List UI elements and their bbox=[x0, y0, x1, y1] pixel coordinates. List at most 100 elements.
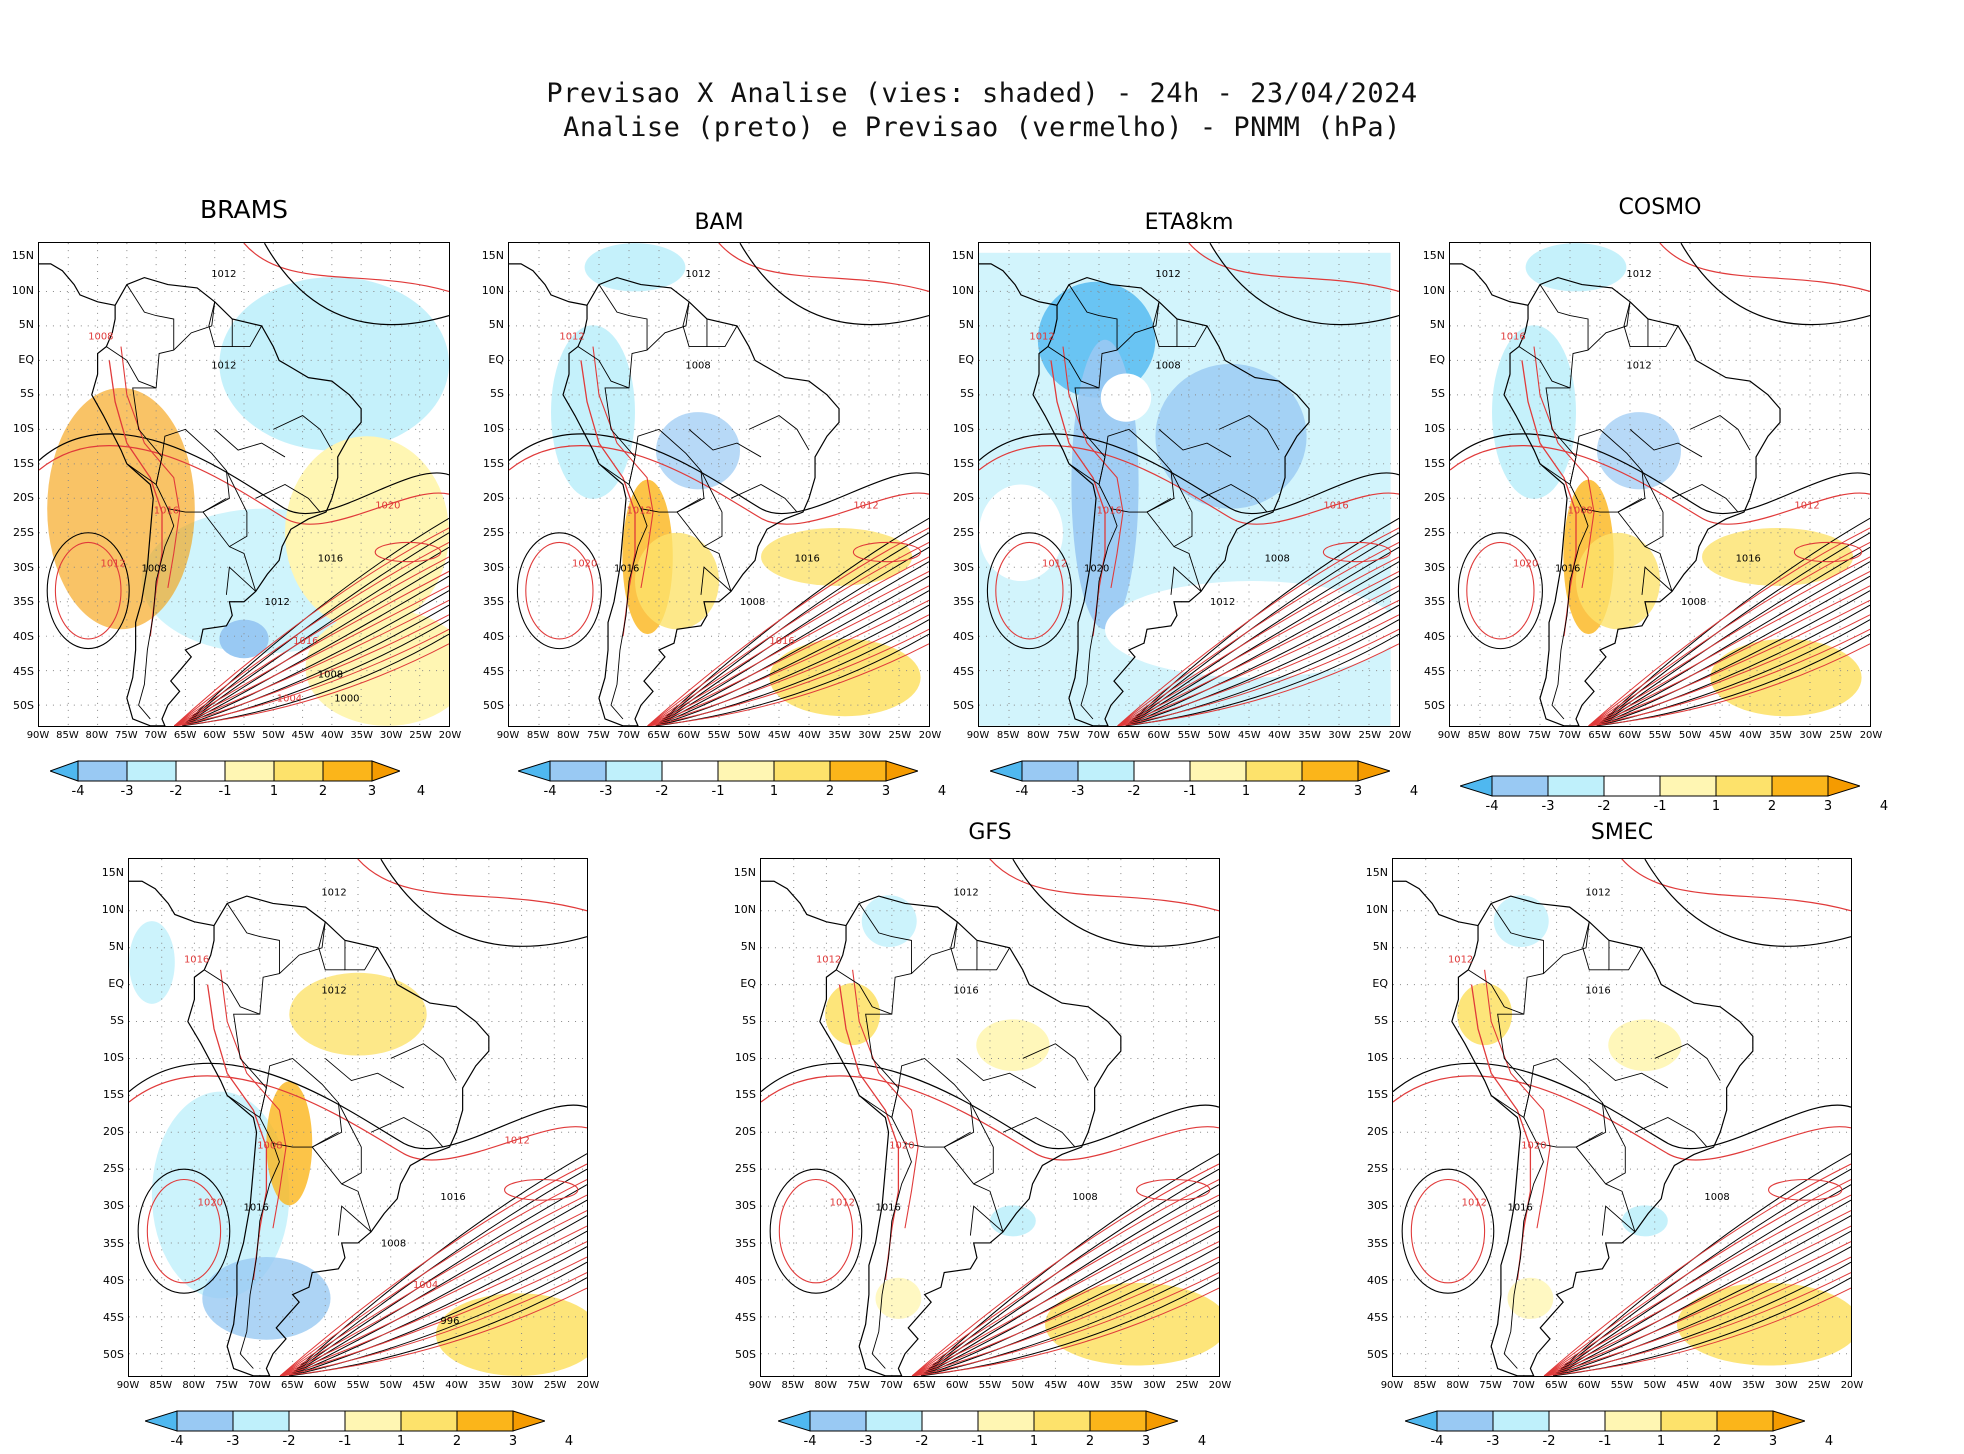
contour-label: 1016 bbox=[293, 636, 318, 647]
forecast-isobar bbox=[647, 570, 929, 726]
high-pressure-isobar bbox=[1793, 541, 1863, 563]
colorbar-segment bbox=[661, 760, 719, 782]
lat-tick-label: 10N bbox=[481, 283, 504, 297]
contour-label: 1012 bbox=[953, 887, 978, 898]
contour-label: 1020 bbox=[572, 559, 597, 570]
bias-shade bbox=[656, 412, 740, 490]
forecast-isobar bbox=[1588, 527, 1870, 726]
country-border bbox=[1641, 566, 1673, 595]
forecast-isobar bbox=[279, 1241, 587, 1376]
analysis-isobar bbox=[655, 517, 929, 726]
country-border bbox=[1173, 546, 1202, 592]
country-border bbox=[610, 508, 648, 720]
colorbar-segment bbox=[48, 760, 79, 782]
forecast-isobar bbox=[174, 556, 449, 726]
lon-tick-label: 25W bbox=[888, 730, 912, 741]
contour-label: 1020 bbox=[1513, 559, 1538, 570]
analysis-isobar bbox=[1553, 1199, 1851, 1376]
country-border bbox=[229, 546, 257, 592]
lon-tick-label: 90W bbox=[496, 730, 520, 741]
andes-contour bbox=[108, 360, 163, 637]
country-border bbox=[390, 1043, 457, 1081]
forecast-isobar bbox=[911, 1241, 1219, 1376]
lat-tick-label: 40S bbox=[1424, 629, 1445, 643]
bias-shade bbox=[1597, 412, 1681, 490]
forecast-isobar bbox=[509, 445, 929, 525]
coastline bbox=[979, 263, 1058, 306]
lon-tick-label: 85W bbox=[1467, 730, 1491, 741]
country-border bbox=[1170, 566, 1202, 595]
forecast-isobar bbox=[1588, 599, 1870, 726]
andes-contour bbox=[1062, 346, 1124, 589]
analysis-isobar bbox=[1393, 1062, 1851, 1150]
forecast-isobar bbox=[1543, 1210, 1851, 1376]
lon-tick-label: 80W bbox=[814, 1380, 838, 1391]
colorbar-label: 1 bbox=[1029, 1434, 1039, 1449]
colorbar-label: -1 bbox=[711, 784, 725, 799]
forecast-isobar bbox=[1117, 628, 1399, 726]
coastline bbox=[1503, 276, 1781, 726]
lon-tick-label: 20W bbox=[918, 730, 942, 741]
lon-tick-label: 80W bbox=[1446, 1380, 1470, 1391]
analysis-isobar bbox=[921, 1230, 1219, 1376]
high-pressure-isobar bbox=[1457, 532, 1543, 650]
lat-tick-label: EQ bbox=[108, 977, 124, 991]
colorbar-segment bbox=[344, 1410, 402, 1432]
bias-shade bbox=[1100, 373, 1152, 422]
lat-tick-label: 35S bbox=[483, 595, 504, 609]
country-border bbox=[1551, 508, 1589, 720]
country-border bbox=[1689, 415, 1751, 451]
lon-tick-label: 70W bbox=[617, 730, 640, 741]
lon-tick-label: 30W bbox=[858, 730, 882, 741]
lon-tick-label: 70W bbox=[1558, 730, 1581, 741]
lon-tick-label: 35W bbox=[350, 730, 374, 741]
lon-tick-label: 85W bbox=[996, 730, 1020, 741]
forecast-isobar bbox=[911, 1225, 1219, 1376]
forecast-isobar bbox=[1188, 243, 1399, 292]
colorbar-label: -1 bbox=[218, 784, 232, 799]
colorbar-segment bbox=[988, 760, 1023, 782]
lon-tick-label: 25W bbox=[409, 730, 432, 741]
country-border bbox=[703, 546, 732, 592]
lat-tick-label: 50S bbox=[103, 1347, 124, 1361]
forecast-isobar bbox=[1117, 585, 1399, 726]
lat-tick-label: 5S bbox=[20, 387, 34, 401]
lat-tick-label: 20S bbox=[483, 491, 504, 505]
analysis-isobar bbox=[761, 1062, 1219, 1150]
analysis-isobar bbox=[655, 575, 929, 726]
lat-tick-label: 10N bbox=[733, 902, 756, 916]
lon-tick-label: 70W bbox=[248, 1380, 271, 1391]
lon-tick-label: 60W bbox=[1577, 1380, 1601, 1391]
colorbar-segment bbox=[1245, 760, 1303, 782]
analysis-isobar bbox=[1596, 575, 1870, 726]
colorbar-label: -3 bbox=[599, 784, 613, 799]
colorbar-label: -1 bbox=[971, 1434, 985, 1449]
coastline bbox=[91, 276, 362, 726]
map-svg: 1012 1012 1008 1016 1020 1012 1008 1016 1012 bbox=[979, 243, 1399, 726]
lon-tick-label: 80W bbox=[1026, 730, 1050, 741]
analysis-isobar bbox=[289, 1230, 587, 1376]
lon-tick-label: 55W bbox=[346, 1380, 370, 1391]
map-panel-cosmo: 1012 1016 1012 1008 1016 1020 1016 1012 1008 bbox=[1449, 242, 1871, 727]
forecast-isobar bbox=[173, 527, 449, 726]
country-border bbox=[324, 1058, 405, 1089]
lat-tick-label: 30S bbox=[13, 560, 34, 574]
country-border bbox=[1518, 346, 1571, 389]
lat-tick-label: 10N bbox=[1365, 902, 1388, 916]
colorbar-segment bbox=[1827, 775, 1862, 797]
country-border bbox=[1146, 470, 1193, 548]
lon-tick-label: 65W bbox=[1544, 1380, 1568, 1391]
colorbar-label: -4 bbox=[71, 784, 85, 799]
colorbar-segment bbox=[322, 760, 373, 782]
contour-label: 1008 bbox=[1681, 597, 1706, 608]
colorbar-segment bbox=[232, 1410, 290, 1432]
map-svg: 1012 1012 1016 1020 1016 1012 1008 bbox=[761, 859, 1219, 1376]
analysis-isobar bbox=[1553, 1230, 1851, 1376]
forecast-isobar bbox=[761, 1075, 1219, 1161]
lat-tick-label: 15N bbox=[1365, 865, 1388, 879]
contour-label: 1012 bbox=[211, 361, 236, 372]
lat-tick-label: 25S bbox=[483, 526, 504, 539]
forecast-isobar bbox=[647, 628, 929, 726]
colorbar-segment bbox=[885, 760, 920, 782]
colorbar-label: 4 bbox=[1879, 799, 1889, 814]
